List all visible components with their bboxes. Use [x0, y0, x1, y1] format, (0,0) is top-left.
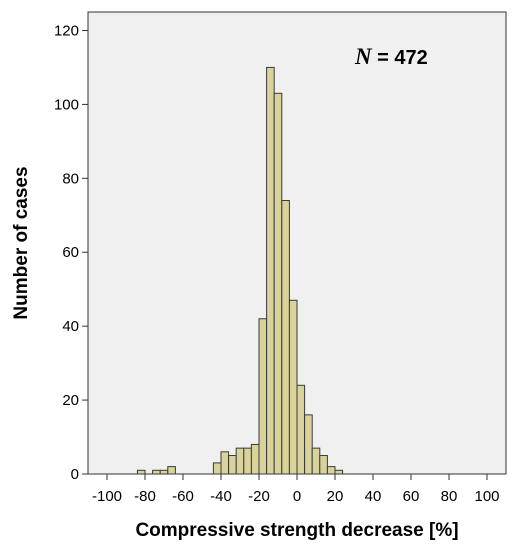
histogram-bar — [167, 466, 176, 475]
x-tick-label: 100 — [474, 488, 499, 505]
histogram-bar — [220, 451, 230, 475]
y-axis-title: Number of cases — [11, 166, 32, 319]
histogram-bar — [235, 447, 245, 475]
histogram-bar — [273, 92, 283, 475]
histogram-bar — [288, 299, 298, 475]
histogram-bar — [304, 414, 313, 475]
y-tick-label: 80 — [62, 170, 79, 187]
histogram-bar — [266, 66, 275, 475]
y-tick-label: 40 — [62, 318, 79, 335]
histogram-bar — [136, 469, 146, 475]
x-tick-label: -60 — [172, 488, 194, 505]
x-axis-title: Compressive strength decrease [%] — [135, 520, 458, 541]
histogram-bar — [319, 455, 328, 475]
bars-group — [136, 66, 344, 475]
y-tick-label: 120 — [54, 22, 79, 39]
histogram-bar — [334, 469, 344, 475]
x-tick-label: 20 — [327, 488, 344, 505]
histogram-bar — [326, 466, 336, 475]
histogram-bar — [281, 199, 290, 475]
histogram-bar — [159, 469, 169, 475]
x-tick-label: 60 — [403, 488, 420, 505]
x-tick-label: 40 — [365, 488, 382, 505]
histogram-bar — [296, 384, 306, 475]
histogram-bar — [311, 447, 321, 475]
x-tick-label: -80 — [134, 488, 156, 505]
y-tick-label: 20 — [62, 392, 79, 409]
histogram-bar — [228, 455, 237, 475]
y-tick-label: 0 — [71, 466, 79, 483]
histogram-bar — [212, 462, 222, 475]
x-tick-label: 0 — [293, 488, 301, 505]
y-axis: 0 20 40 60 80 100 120 — [54, 22, 88, 483]
y-tick-label: 60 — [62, 244, 79, 261]
annotation: N = 472 — [354, 44, 428, 69]
x-tick-label: -100 — [92, 488, 122, 505]
x-tick-label: -20 — [248, 488, 270, 505]
histogram-bar — [243, 447, 252, 475]
x-tick-label: 80 — [441, 488, 458, 505]
annotation-italic: N — [354, 44, 373, 69]
annotation-text: = 472 — [372, 47, 428, 69]
histogram-bar — [152, 469, 161, 475]
x-tick-label: -40 — [210, 488, 232, 505]
histogram-bar — [250, 443, 260, 475]
y-tick-label: 100 — [54, 96, 79, 113]
x-axis: -100 -80 -60 -40 -20 0 20 40 60 80 100 — [92, 474, 500, 505]
histogram-bar — [258, 318, 268, 475]
